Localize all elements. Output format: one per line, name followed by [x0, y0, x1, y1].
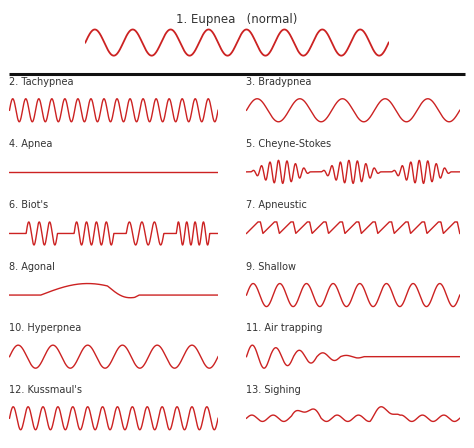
Text: 9. Shallow: 9. Shallow — [246, 262, 296, 272]
Text: 12. Kussmaul's: 12. Kussmaul's — [9, 385, 82, 395]
Text: 8. Agonal: 8. Agonal — [9, 262, 55, 272]
Text: 1. Eupnea   (normal): 1. Eupnea (normal) — [176, 13, 298, 26]
Text: 5. Cheyne-Stokes: 5. Cheyne-Stokes — [246, 138, 332, 149]
Text: 3. Bradypnea: 3. Bradypnea — [246, 77, 312, 87]
Text: 4. Apnea: 4. Apnea — [9, 138, 53, 149]
Text: 13. Sighing: 13. Sighing — [246, 385, 301, 395]
Text: 7. Apneustic: 7. Apneustic — [246, 200, 307, 210]
Text: 10. Hyperpnea: 10. Hyperpnea — [9, 323, 82, 333]
Text: 6. Biot's: 6. Biot's — [9, 200, 49, 210]
Text: 2. Tachypnea: 2. Tachypnea — [9, 77, 74, 87]
Text: 11. Air trapping: 11. Air trapping — [246, 323, 323, 333]
